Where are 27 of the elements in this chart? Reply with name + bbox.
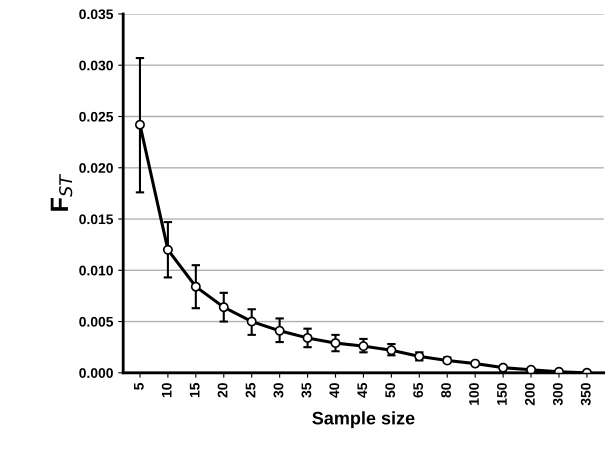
y-tick-label: 0.010 xyxy=(79,266,113,276)
x-tick-label: 10 xyxy=(162,383,172,398)
x-tick-label: 65 xyxy=(413,382,424,398)
y-tick-label: 0.035 xyxy=(79,9,114,20)
x-tick-label: 350 xyxy=(580,383,591,406)
y-tick-label: 0.025 xyxy=(79,112,114,122)
x-tick-label: 20 xyxy=(218,383,228,398)
x-tick-label: 40 xyxy=(329,383,340,398)
x-axis-title: Sample size xyxy=(312,411,415,428)
x-tick-label: 35 xyxy=(301,382,312,398)
x-tick-label: 5 xyxy=(134,382,144,390)
x-tick-label: 200 xyxy=(524,383,535,406)
y-tick-label: 0.030 xyxy=(79,60,113,70)
x-tick-label: 30 xyxy=(274,383,284,398)
y-axis-title: F$_{ST}$ xyxy=(50,174,72,211)
y-tick-label: 0.000 xyxy=(79,368,113,378)
x-tick-label: 25 xyxy=(246,382,256,398)
x-tick-label: 50 xyxy=(385,383,396,398)
x-tick-label: 80 xyxy=(441,383,451,398)
y-tick-label: 0.020 xyxy=(79,163,113,173)
x-tick-label: 45 xyxy=(357,382,368,398)
x-tick-label: 15 xyxy=(190,382,200,398)
x-tick-label: 100 xyxy=(469,383,479,405)
y-tick-label: 0.015 xyxy=(79,214,114,224)
x-tick-label: 150 xyxy=(497,383,507,405)
y-tick-label: 0.005 xyxy=(79,316,114,327)
x-tick-label: 300 xyxy=(552,383,563,406)
